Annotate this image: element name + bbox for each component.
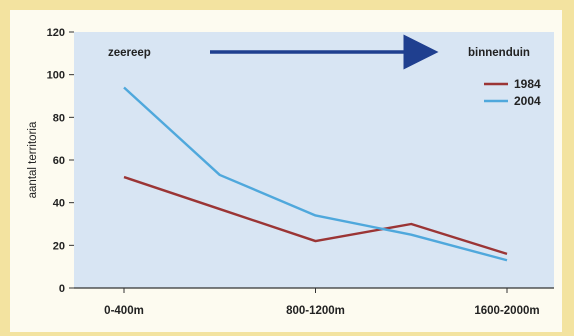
y-axis-ticks: 0 20 40 60 80 100 120 <box>47 27 74 295</box>
y-tick-label: 80 <box>53 112 65 124</box>
y-tick-label: 100 <box>47 70 65 82</box>
y-axis-label: aantal territoria <box>27 121 39 198</box>
x-tick-label: 0-400m <box>104 305 144 317</box>
x-axis-ticks: 0-400m 800-1200m 1600-2000m <box>104 288 540 317</box>
x-tick-label: 800-1200m <box>286 305 345 317</box>
legend-label-2004: 2004 <box>514 94 541 108</box>
plot-area <box>74 32 554 288</box>
series-group <box>123 86 508 262</box>
y-tick-label: 0 <box>59 283 65 295</box>
annotation-left-label: zeereep <box>108 47 151 59</box>
y-tick-label: 40 <box>53 198 65 210</box>
series-line-2004 <box>123 86 508 262</box>
annotation-right-label: binnenduin <box>468 47 530 59</box>
legend: 1984 2004 <box>484 77 541 108</box>
x-tick-label: 1600-2000m <box>474 305 539 317</box>
direction-annotation: zeereep binnenduin <box>108 34 530 70</box>
y-tick-label: 20 <box>53 240 65 252</box>
legend-label-1984: 1984 <box>514 77 541 91</box>
y-tick-label: 120 <box>47 27 65 39</box>
series-line-1984 <box>123 175 508 256</box>
y-tick-label: 60 <box>53 155 65 167</box>
